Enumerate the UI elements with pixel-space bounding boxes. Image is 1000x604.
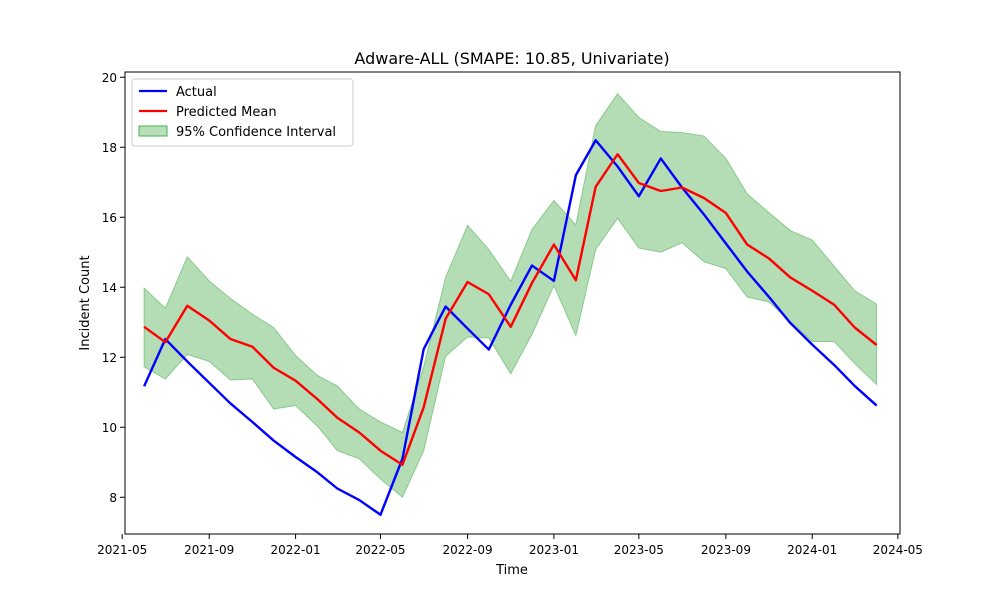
x-axis: 2021-05 2021-09 2022-01 2022-05 2022-09 2023-…: [97, 534, 923, 557]
legend-swatch-confidence-interval: [138, 125, 168, 137]
series-layer: [143, 139, 878, 516]
x-tick-label: 2021-05: [97, 543, 147, 557]
y-tick-label: 14: [102, 281, 117, 295]
x-tick-label: 2022-05: [355, 543, 405, 557]
y-tick-label: 18: [102, 141, 117, 155]
plot-frame: [124, 71, 901, 535]
x-tick-label: 2022-09: [442, 543, 492, 557]
x-tick-label: 2023-09: [701, 543, 751, 557]
confidence-interval-layer: [143, 92, 878, 499]
y-tick-label: 8: [109, 491, 117, 505]
y-axis-label: Incident Count: [78, 255, 93, 350]
y-tick-label: 20: [102, 71, 117, 85]
legend-label-predicted-mean: Predicted Mean: [176, 105, 277, 120]
legend-label-confidence-interval: 95% Confidence Interval: [176, 125, 336, 140]
confidence-interval-band: [143, 92, 878, 499]
x-tick-label: 2023-05: [614, 543, 664, 557]
legend-label-actual: Actual: [176, 85, 217, 100]
y-tick-label: 16: [102, 211, 117, 225]
x-tick-label: 2024-05: [873, 543, 923, 557]
x-tick-label: 2023-01: [529, 543, 579, 557]
legend: Actual Predicted Mean 95% Confidence Int…: [131, 78, 354, 147]
series-line-predicted-mean: [143, 153, 878, 466]
x-tick-label: 2021-09: [184, 543, 234, 557]
series-line-actual: [143, 139, 878, 516]
x-tick-label: 2022-01: [271, 543, 321, 557]
y-axis: 8 10 12 14 16 18 20: [102, 71, 125, 505]
x-tick-label: 2024-01: [787, 543, 837, 557]
x-axis-label: Time: [495, 563, 528, 578]
legend-box: [131, 78, 354, 147]
y-tick-label: 10: [102, 421, 117, 435]
chart-title: Adware-ALL (SMAPE: 10.85, Univariate): [354, 49, 669, 68]
y-tick-label: 12: [102, 351, 117, 365]
